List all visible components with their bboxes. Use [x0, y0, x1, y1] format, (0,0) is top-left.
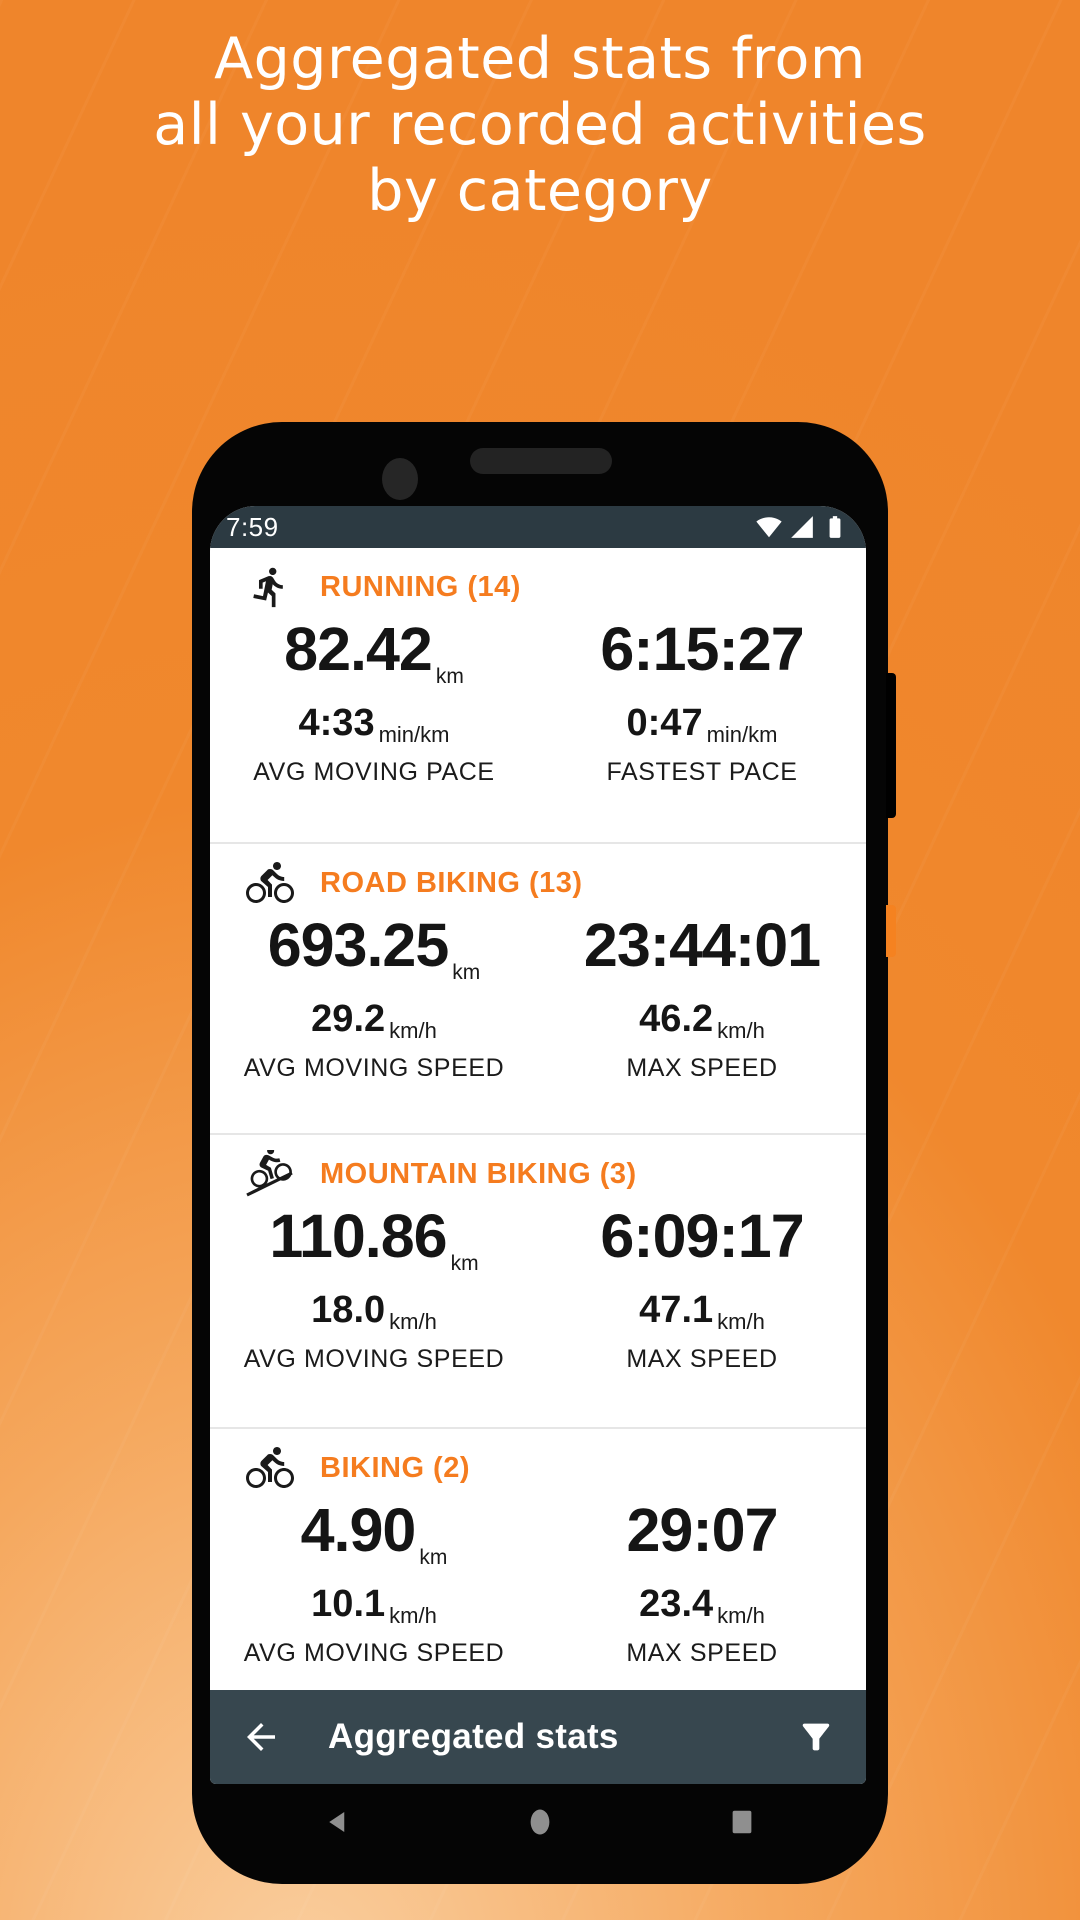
- stat-value: 4:33: [298, 702, 375, 744]
- stats-list: RUNNING (14) 82.42 km 6:15:27 4:33 min/km …: [210, 548, 866, 1690]
- stat-unit: km: [419, 1546, 448, 1569]
- stat-label: MAX SPEED: [626, 1054, 778, 1082]
- stat-label: AVG MOVING SPEED: [243, 1054, 505, 1082]
- stat-unit: km/h: [717, 1018, 765, 1043]
- volume-button: [886, 673, 896, 818]
- stat-label: FASTEST PACE: [606, 758, 798, 786]
- stat-value: 23.4: [639, 1583, 714, 1625]
- power-button: [886, 905, 896, 957]
- app-bar-title: Aggregated stats: [328, 1717, 619, 1756]
- stat-unit: min/km: [706, 722, 778, 747]
- nav-recents-icon[interactable]: [727, 1807, 757, 1837]
- primary-values-row: 82.42 km 6:15:27: [210, 615, 866, 688]
- wifi-icon: [756, 514, 782, 540]
- nav-back-icon[interactable]: [323, 1807, 353, 1837]
- stat-label: AVG MOVING SPEED: [243, 1345, 505, 1373]
- stat-value: 4.90: [300, 1496, 417, 1564]
- road-biking-icon: [246, 859, 294, 907]
- secondary-values-row: 4:33 min/km 0:47 min/km: [210, 702, 866, 746]
- stat-unit: min/km: [378, 722, 450, 747]
- section-header: MOUNTAIN BIKING (3): [210, 1135, 866, 1198]
- captions-row: AVG MOVING SPEED MAX SPEED: [210, 1054, 866, 1083]
- stat-label: AVG MOVING PACE: [253, 758, 495, 786]
- stat-unit: km: [450, 1252, 479, 1275]
- activity-section-running: RUNNING (14) 82.42 km 6:15:27 4:33 min/km …: [210, 548, 866, 842]
- running-icon: [246, 563, 294, 611]
- captions-row: AVG MOVING PACE FASTEST PACE: [210, 758, 866, 787]
- stat-value: 29:07: [626, 1496, 778, 1564]
- stat-value: 47.1: [639, 1289, 714, 1331]
- stat-value: 693.25: [267, 911, 450, 979]
- phone-frame: 7:59: [192, 422, 896, 1884]
- stat-value: 46.2: [639, 998, 714, 1040]
- page-title: Aggregated stats from all your recorded …: [153, 26, 927, 225]
- captions-row: AVG MOVING SPEED MAX SPEED: [210, 1639, 866, 1668]
- stat-value: 6:09:17: [600, 1202, 804, 1270]
- stat-value: 18.0: [311, 1289, 386, 1331]
- biking-icon: [246, 1444, 294, 1492]
- earpiece-speaker: [470, 448, 612, 474]
- primary-values-row: 4.90 km 29:07: [210, 1496, 866, 1569]
- stat-unit: km/h: [717, 1603, 765, 1628]
- primary-values-row: 110.86 km 6:09:17: [210, 1202, 866, 1275]
- stat-value: 110.86: [269, 1202, 447, 1270]
- secondary-values-row: 10.1 km/h 23.4 km/h: [210, 1583, 866, 1627]
- section-title: MOUNTAIN BIKING (3): [320, 1157, 637, 1190]
- filter-funnel-icon[interactable]: [796, 1717, 836, 1757]
- stat-unit: km/h: [717, 1309, 765, 1334]
- stat-value: 10.1: [311, 1583, 386, 1625]
- stat-label: MAX SPEED: [626, 1639, 778, 1667]
- section-title: ROAD BIKING (13): [320, 866, 583, 899]
- stat-label: AVG MOVING SPEED: [243, 1639, 505, 1667]
- secondary-values-row: 18.0 km/h 47.1 km/h: [210, 1289, 866, 1333]
- back-arrow-icon[interactable]: [240, 1716, 282, 1758]
- stat-unit: km/h: [389, 1018, 437, 1043]
- section-header: BIKING (2): [210, 1429, 866, 1492]
- stat-value: 82.42: [284, 615, 433, 683]
- phone-screen: 7:59: [210, 506, 866, 1784]
- stat-unit: km/h: [389, 1309, 437, 1334]
- stat-value: 0:47: [626, 702, 703, 744]
- activity-section-biking: BIKING (2) 4.90 km 29:07 10.1 km/h 23.4 km/…: [210, 1427, 866, 1690]
- activity-section-road-biking: ROAD BIKING (13) 693.25 km 23:44:01 29.2 k…: [210, 842, 866, 1133]
- section-title: RUNNING (14): [320, 570, 521, 603]
- section-header: ROAD BIKING (13): [210, 844, 866, 907]
- front-camera: [382, 458, 418, 500]
- status-time: 7:59: [226, 511, 279, 542]
- stat-value: 6:15:27: [600, 615, 804, 683]
- captions-row: AVG MOVING SPEED MAX SPEED: [210, 1345, 866, 1374]
- android-nav-bar: [192, 1784, 888, 1884]
- app-bar: Aggregated stats: [210, 1690, 866, 1784]
- section-title: BIKING (2): [320, 1451, 470, 1484]
- nav-home-icon[interactable]: [525, 1807, 555, 1837]
- section-header: RUNNING (14): [210, 548, 866, 611]
- battery-icon: [822, 514, 848, 540]
- mountain-biking-icon: [246, 1150, 294, 1198]
- primary-values-row: 693.25 km 23:44:01: [210, 911, 866, 984]
- status-icons: [756, 514, 848, 540]
- stat-label: MAX SPEED: [626, 1345, 778, 1373]
- stat-value: 23:44:01: [583, 911, 821, 979]
- stat-unit: km/h: [389, 1603, 437, 1628]
- activity-section-mountain-biking: MOUNTAIN BIKING (3) 110.86 km 6:09:17 18.…: [210, 1133, 866, 1427]
- stat-value: 29.2: [311, 998, 386, 1040]
- status-bar: 7:59: [210, 506, 866, 548]
- stat-unit: km: [435, 665, 464, 688]
- secondary-values-row: 29.2 km/h 46.2 km/h: [210, 998, 866, 1042]
- stat-unit: km: [452, 961, 481, 984]
- cellular-signal-icon: [789, 514, 815, 540]
